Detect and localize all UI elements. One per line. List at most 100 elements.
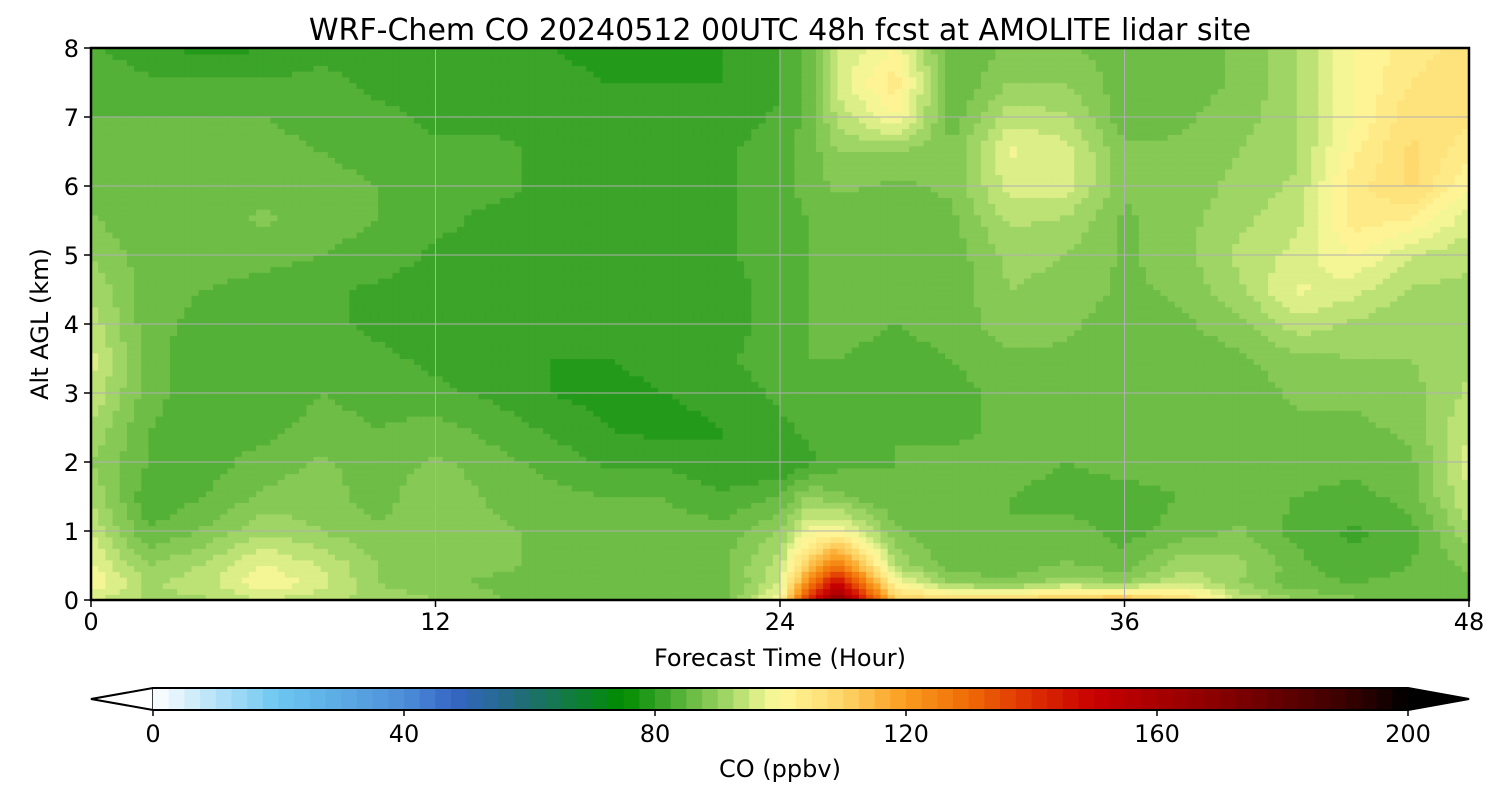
heat-cell (550, 485, 559, 492)
heat-cell (277, 519, 286, 526)
heat-cell (844, 565, 853, 572)
heat-cell (435, 531, 444, 538)
heat-cell (557, 554, 566, 561)
heat-cell (342, 536, 350, 544)
heat-cell (1260, 502, 1269, 509)
heat-cell (650, 450, 659, 457)
heat-cell (270, 582, 279, 590)
heat-cell (765, 479, 774, 486)
heat-cell (105, 513, 114, 521)
heat-cell (722, 485, 731, 492)
heat-cell (248, 582, 257, 590)
heat-cell (1433, 542, 1441, 549)
heat-cell (169, 513, 178, 521)
heat-cell (866, 490, 874, 498)
heat-cell (657, 450, 666, 457)
heat-cell (744, 531, 752, 538)
heat-cell (428, 502, 437, 509)
heat-cell (607, 450, 616, 457)
heat-cell (507, 519, 516, 526)
heat-cell (894, 502, 903, 509)
heat-cell (1016, 479, 1025, 486)
heat-cell (1181, 577, 1190, 584)
heat-cell (701, 485, 709, 492)
heat-cell (478, 548, 487, 555)
heat-cell (916, 536, 925, 544)
heat-cell (973, 594, 982, 601)
heat-cell (837, 588, 846, 595)
heat-cell (679, 473, 688, 480)
heat-cell (1174, 542, 1183, 549)
heat-cell (335, 542, 343, 549)
heat-cell (1303, 565, 1312, 572)
heat-cell (535, 496, 544, 503)
heat-cell (1138, 456, 1147, 463)
heat-cell (1311, 559, 1319, 567)
heat-cell (119, 571, 128, 578)
heat-cell (413, 525, 422, 532)
heat-cell (1289, 513, 1298, 521)
heat-cell (701, 594, 709, 601)
heat-cell (830, 450, 839, 457)
heat-cell (1354, 571, 1362, 578)
heat-cell (751, 462, 760, 469)
heat-cell (851, 508, 860, 515)
heat-cell (1009, 456, 1018, 463)
heat-cell (270, 536, 279, 544)
heat-cell (1339, 571, 1348, 578)
heat-cell (148, 554, 157, 561)
heat-cell (248, 542, 257, 549)
heat-cell (729, 525, 738, 532)
heat-cell (306, 571, 315, 578)
heat-cell (205, 565, 214, 572)
heat-cell (1411, 496, 1420, 503)
heat-cell (851, 525, 860, 532)
heat-cell (1009, 462, 1018, 469)
heat-cell (1160, 513, 1169, 521)
heat-cell (837, 525, 846, 532)
heat-cell (808, 577, 817, 584)
heat-cell (1318, 588, 1327, 595)
heat-cell (679, 490, 688, 498)
heat-cell (657, 519, 666, 526)
heat-cell (1102, 542, 1111, 549)
heat-cell (1153, 582, 1161, 590)
heat-cell (1282, 456, 1291, 463)
heat-cell (335, 571, 343, 578)
heat-cell (686, 490, 695, 498)
heat-cell (1210, 565, 1219, 572)
heat-cell (966, 525, 975, 532)
heat-cell (299, 513, 307, 521)
heat-cell (1433, 594, 1441, 601)
heat-cell (600, 513, 609, 521)
heat-cell (227, 485, 236, 492)
heat-cell (629, 582, 638, 590)
heat-cell (234, 559, 243, 567)
heat-cell (1404, 588, 1413, 595)
heat-cell (105, 467, 114, 475)
heat-cell (880, 588, 889, 595)
heat-cell (880, 467, 889, 475)
heat-cell (1275, 571, 1283, 578)
heat-cell (1081, 571, 1090, 578)
heat-cell (1196, 450, 1205, 457)
heat-cell (421, 485, 429, 492)
heat-cell (858, 531, 867, 538)
heat-cell (758, 588, 767, 595)
heat-cell (715, 571, 724, 578)
heat-cell (844, 531, 853, 538)
heat-cell (564, 565, 573, 572)
heat-cell (1289, 582, 1298, 590)
heat-cell (564, 542, 573, 549)
heat-cell (299, 490, 307, 498)
heat-cell (521, 577, 530, 584)
heat-cell (349, 582, 358, 590)
heat-cell (808, 594, 817, 601)
heat-cell (1447, 571, 1456, 578)
heat-cell (550, 462, 559, 469)
heat-cell (980, 542, 989, 549)
heat-cell (650, 582, 659, 590)
heat-cell (449, 588, 458, 595)
heat-cell (830, 559, 839, 567)
heat-cell (356, 519, 365, 526)
